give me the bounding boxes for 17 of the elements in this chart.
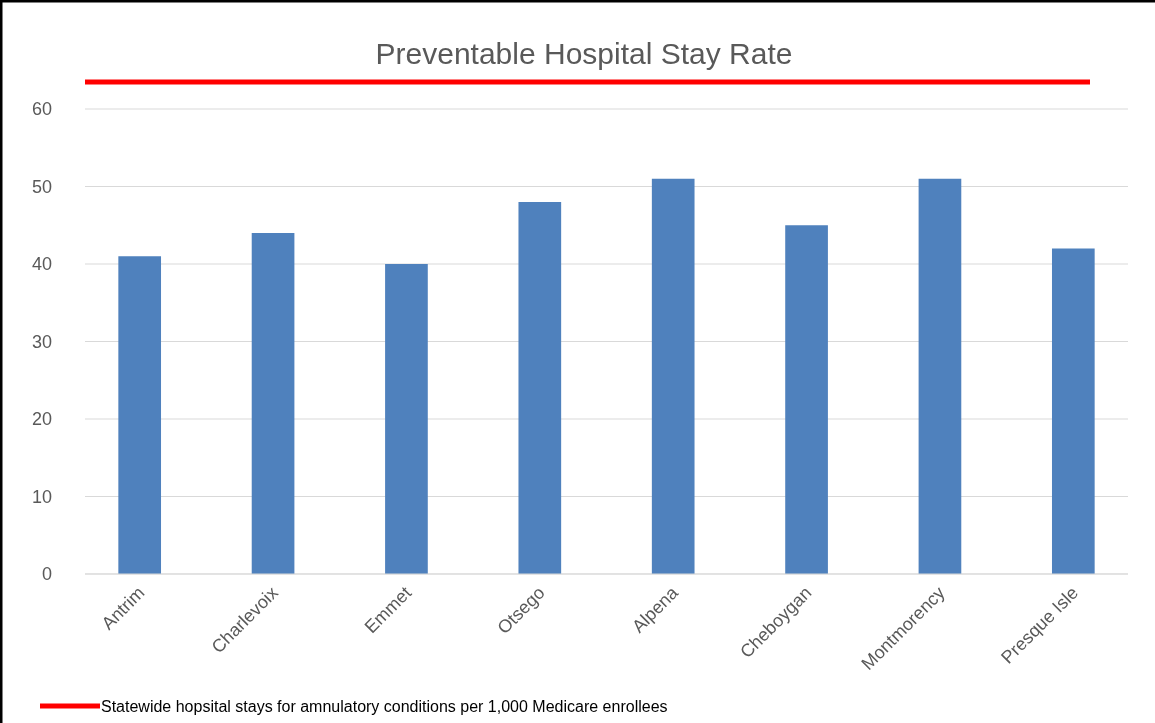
bar (651, 178, 695, 574)
bar (251, 233, 295, 574)
bar (918, 178, 962, 574)
bar (385, 264, 428, 574)
bar (118, 256, 162, 574)
bar (785, 225, 828, 574)
bar (1051, 248, 1095, 574)
y-tick-label: 30 (31, 331, 52, 352)
legend-label: Statewide hopsital stays for amnulatory conditions per 1,000 Medicare enrollees (101, 698, 668, 715)
y-tick-label: 60 (31, 99, 52, 119)
chart-title: Preventable Hospital Stay Rate (375, 37, 793, 70)
y-tick-label: 0 (41, 564, 52, 584)
y-tick-label: 20 (31, 409, 52, 429)
bar (518, 202, 562, 574)
y-tick-label: 10 (31, 486, 52, 507)
y-tick-label: 50 (31, 176, 52, 197)
y-tick-label: 40 (31, 254, 52, 274)
